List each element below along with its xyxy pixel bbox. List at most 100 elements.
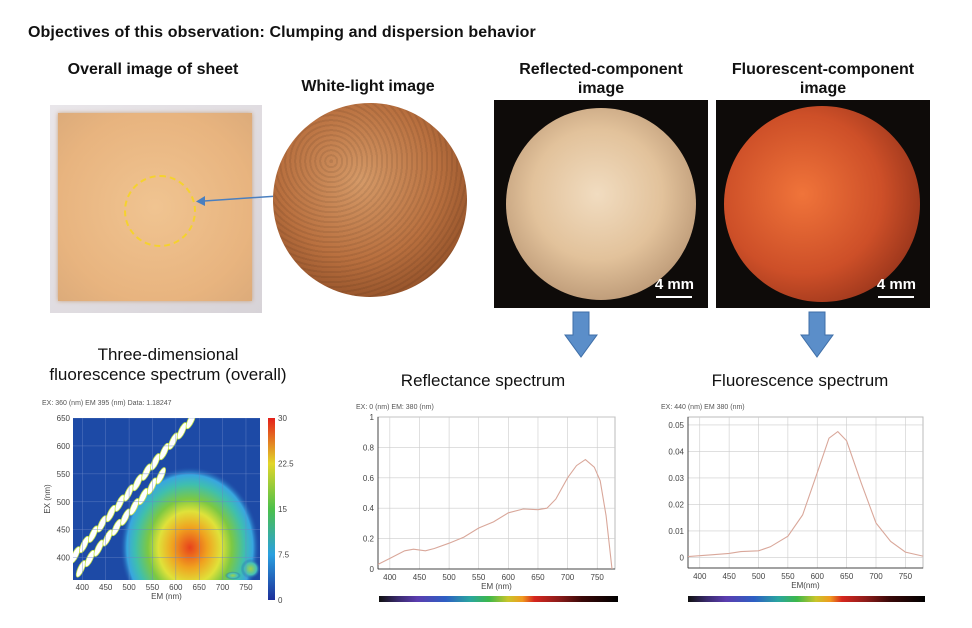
- x-tick-label: 750: [239, 583, 253, 592]
- down-arrow-icon: [564, 311, 598, 358]
- colorbar: [268, 418, 275, 600]
- plot-area: [377, 416, 616, 570]
- x-tick-label: 500: [752, 572, 766, 581]
- x-tick-label: 700: [561, 573, 575, 582]
- scale-bar: 4 mm: [655, 276, 694, 298]
- wavelength-color-bar: [688, 596, 925, 602]
- scale-bar: 4 mm: [877, 276, 916, 298]
- scatter-band: [84, 549, 95, 568]
- scatter-band: [93, 539, 104, 557]
- x-tick-label: 750: [899, 572, 913, 581]
- scatter-band: [73, 546, 81, 564]
- down-arrow-icon: [800, 311, 834, 358]
- colorbar-tick-label: 22.5: [278, 460, 294, 469]
- x-axis-label: EM (nm): [151, 592, 182, 601]
- scatter-band: [129, 498, 140, 516]
- fluorescence-title: Fluorescence spectrum: [711, 371, 889, 390]
- x-tick-label: 650: [531, 573, 545, 582]
- y-tick-label: 0.05: [668, 421, 684, 430]
- reflectance-chart: EX: 0 (nm) EM: 380 (nm) 400 450 500 550 600 6…: [356, 404, 616, 591]
- scatter-band: [88, 525, 99, 543]
- scatter-band: [111, 518, 122, 537]
- colorbar-tick-label: 0: [278, 596, 283, 605]
- heatmap-chart: EX: 360 (nm) EM 395 (nm) Data: 1.18247 4…: [42, 400, 294, 605]
- figure-title: Objectives of this observation: Clumping…: [28, 24, 536, 41]
- y-tick-label: 500: [57, 498, 71, 507]
- sheet-photo: [50, 105, 262, 313]
- x-axis-label: EM (nm): [481, 582, 512, 591]
- scatter-band: [146, 477, 158, 495]
- fluorescent-image: 4 mm: [716, 100, 930, 308]
- y-tick-label: 550: [57, 470, 71, 479]
- minor-peak: [224, 571, 241, 580]
- fluorescence-chart: EX: 440 (nm) EM 380 (nm) 400 450 500 550 600…: [661, 404, 924, 590]
- fluorescent-label: Fluorescent-component image: [731, 61, 915, 97]
- colorbar-tick-label: 7.5: [278, 551, 290, 560]
- y-axis-label: EX (nm): [43, 484, 52, 514]
- scatter-band: [132, 473, 143, 492]
- x-tick-label: 550: [146, 583, 160, 592]
- y-tick-label: 0.02: [668, 500, 684, 509]
- scale-label: 4 mm: [654, 276, 694, 293]
- scatter-band: [138, 487, 149, 506]
- colorbar-tick-label: 30: [278, 414, 287, 423]
- x-tick-label: 500: [442, 573, 456, 582]
- x-tick-label: 400: [76, 583, 90, 592]
- y-tick-label: 0.03: [668, 474, 684, 483]
- reflectance-title: Reflectance spectrum: [400, 371, 566, 390]
- scatter-band: [105, 504, 116, 523]
- x-tick-label: 550: [781, 572, 795, 581]
- x-tick-label: 600: [811, 572, 825, 581]
- white-light-label: White-light image: [301, 78, 435, 95]
- x-tick-label: 600: [502, 573, 516, 582]
- white-light-image: [273, 103, 467, 297]
- y-tick-label: 0.04: [668, 447, 684, 456]
- minor-peak: [240, 558, 260, 579]
- x-tick-label: 600: [169, 583, 183, 592]
- scatter-band: [159, 442, 170, 461]
- reflected-disc: [506, 108, 696, 300]
- x-tick-label: 500: [122, 583, 136, 592]
- y-tick-label: 0.01: [668, 527, 684, 536]
- scatter-band: [79, 535, 90, 554]
- y-tick-label: 600: [57, 442, 71, 451]
- x-tick-label: 550: [472, 573, 486, 582]
- spectrum-line: [687, 430, 924, 558]
- x-tick-label: 400: [383, 573, 397, 582]
- y-tick-label: 0: [680, 553, 685, 562]
- y-tick-label: 400: [57, 554, 71, 563]
- x-tick-label: 400: [693, 572, 707, 581]
- fluorescent-disc: [724, 106, 920, 302]
- scatter-band: [155, 467, 166, 485]
- scatter-band: [176, 422, 188, 440]
- y-tick-label: 0: [370, 565, 375, 574]
- scatter-band: [123, 484, 134, 502]
- y-tick-label: 450: [57, 526, 71, 535]
- heatmap-title: Three-dimensional fluorescence spectrum …: [49, 345, 287, 384]
- plot-area: [687, 416, 924, 569]
- x-axis-label: EM(nm): [791, 581, 820, 590]
- y-tick-label: 0.6: [363, 474, 375, 483]
- y-tick-label: 0.2: [363, 535, 375, 544]
- y-tick-label: 0.4: [363, 504, 375, 513]
- sheet: [58, 113, 252, 301]
- scatter-band: [75, 560, 87, 578]
- y-tick-label: 650: [57, 414, 71, 423]
- y-tick-label: 1: [370, 413, 375, 422]
- x-tick-label: 700: [869, 572, 883, 581]
- scatter-band: [185, 418, 196, 430]
- x-tick-label: 650: [193, 583, 207, 592]
- observation-area-circle: [124, 175, 196, 247]
- reflectance-header: EX: 0 (nm) EM: 380 (nm): [356, 404, 434, 411]
- x-tick-label: 650: [840, 572, 854, 581]
- y-tick-label: 0.8: [363, 443, 375, 452]
- colorbar-tick-label: 15: [278, 505, 287, 514]
- reflected-image: 4 mm: [494, 100, 708, 308]
- scale-label: 4 mm: [876, 276, 916, 293]
- spectrum-line: [377, 458, 613, 570]
- zoom-arrow: [196, 195, 279, 206]
- reflected-label: Reflected-component image: [519, 61, 683, 97]
- x-tick-label: 750: [591, 573, 605, 582]
- x-tick-label: 450: [413, 573, 427, 582]
- fluorescence-header: EX: 440 (nm) EM 380 (nm): [661, 404, 745, 411]
